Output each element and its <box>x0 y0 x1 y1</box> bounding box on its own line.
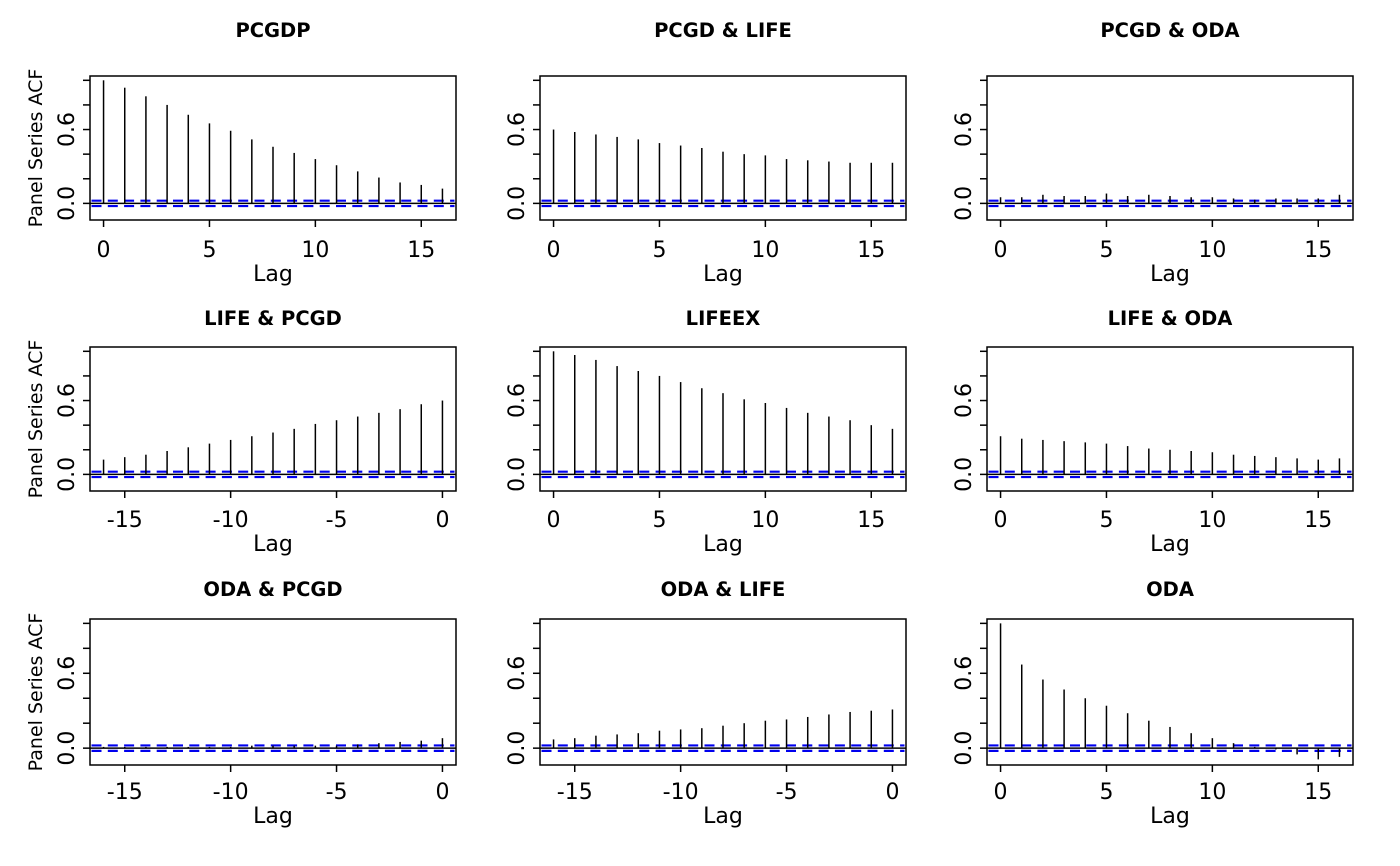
x-tick-label: 15 <box>407 238 435 263</box>
plot-frame <box>986 618 1354 766</box>
y-tick-label: 0.6 <box>505 112 530 147</box>
y-tick-label: 0.6 <box>505 656 530 691</box>
y-tick-label: 0.0 <box>55 186 80 221</box>
y-tick-label: 0.6 <box>952 656 977 691</box>
x-tick-label: 10 <box>1198 508 1226 533</box>
panel-title: PCGD & LIFE <box>654 19 792 42</box>
y-tick-label: 0.6 <box>55 656 80 691</box>
x-tick-label: 15 <box>1304 238 1332 263</box>
x-tick-label: 0 <box>885 780 899 805</box>
y-tick-label: 0.6 <box>952 383 977 418</box>
y-tick-label: 0.0 <box>952 457 977 492</box>
plot-frame <box>986 346 1354 492</box>
y-tick-label: 0.0 <box>55 457 80 492</box>
x-tick-label: 0 <box>994 238 1008 263</box>
x-tick-label: 15 <box>1304 508 1332 533</box>
x-tick-label: -15 <box>107 780 143 805</box>
x-tick-label: 0 <box>435 508 449 533</box>
plot-frame <box>539 75 907 221</box>
x-tick-label: 15 <box>1304 780 1332 805</box>
plot-frame <box>89 618 457 766</box>
y-tick-label: 0.0 <box>505 457 530 492</box>
panel-title: LIFEEX <box>686 307 761 330</box>
x-tick-label: 5 <box>652 508 666 533</box>
y-axis-label: Panel Series ACF <box>25 613 47 772</box>
x-axis-label: Lag <box>703 804 743 829</box>
x-tick-label: 15 <box>857 238 885 263</box>
y-tick-label: 0.6 <box>505 383 530 418</box>
x-tick-label: 10 <box>751 238 779 263</box>
x-tick-label: 5 <box>1099 508 1113 533</box>
panel-title: PCGD & ODA <box>1100 19 1239 42</box>
x-tick-label: 0 <box>994 508 1008 533</box>
y-axis-label: Panel Series ACF <box>25 69 47 228</box>
plot-frame <box>89 346 457 492</box>
y-tick-label: 0.6 <box>55 383 80 418</box>
panel-title: LIFE & PCGD <box>204 307 342 330</box>
x-tick-label: 10 <box>301 238 329 263</box>
panel-title: ODA <box>1146 578 1194 601</box>
x-tick-label: 0 <box>994 780 1008 805</box>
x-tick-label: -15 <box>557 780 593 805</box>
y-tick-label: 0.0 <box>952 186 977 221</box>
acf-panel-pcgd-oda: PCGD & ODA 0.0 0.6 0 5 10 15 Lag <box>952 19 1354 287</box>
acf-panel-lifeex: LIFEEX 0.0 0.6 0 5 10 15 Lag <box>505 307 907 557</box>
x-tick-label: -15 <box>107 508 143 533</box>
plot-frame <box>89 75 457 221</box>
x-tick-label: -5 <box>776 780 798 805</box>
x-axis-label: Lag <box>1150 262 1190 287</box>
x-tick-label: 15 <box>857 508 885 533</box>
panel-title: LIFE & ODA <box>1108 307 1233 330</box>
x-tick-label: 5 <box>1099 238 1113 263</box>
x-tick-label: -5 <box>326 508 348 533</box>
x-tick-label: 10 <box>1198 238 1226 263</box>
x-tick-label: 5 <box>202 238 216 263</box>
panel-title: PCGDP <box>235 19 310 42</box>
acf-panel-oda: ODA 0.0 0.6 0 5 10 15 Lag <box>952 578 1354 829</box>
x-axis-label: Lag <box>1150 532 1190 557</box>
x-tick-label: -5 <box>326 780 348 805</box>
x-axis-label: Lag <box>1150 804 1190 829</box>
y-tick-label: 0.0 <box>55 731 80 766</box>
panel-title: ODA & PCGD <box>203 578 342 601</box>
x-tick-label: 0 <box>97 238 111 263</box>
y-tick-label: 0.6 <box>55 112 80 147</box>
y-tick-label: 0.0 <box>952 731 977 766</box>
x-tick-label: 5 <box>652 238 666 263</box>
panel-title: ODA & LIFE <box>661 578 786 601</box>
y-axis-label: Panel Series ACF <box>25 340 47 499</box>
plot-frame <box>539 618 907 766</box>
x-axis-label: Lag <box>703 262 743 287</box>
x-tick-label: 5 <box>1099 780 1113 805</box>
y-tick-label: 0.0 <box>505 731 530 766</box>
x-tick-label: 0 <box>547 508 561 533</box>
x-tick-label: 10 <box>751 508 779 533</box>
acf-panel-pcgd-life: PCGD & LIFE 0.0 0.6 0 5 10 15 Lag <box>505 19 907 287</box>
acf-panel-oda-pcgd: ODA & PCGD 0.0 0.6 -15 -10 -5 0 Lag Panel Series… <box>25 578 457 829</box>
x-axis-label: Lag <box>253 532 293 557</box>
x-tick-label: 0 <box>435 780 449 805</box>
x-axis-label: Lag <box>253 262 293 287</box>
y-tick-label: 0.0 <box>505 186 530 221</box>
x-tick-label: -10 <box>663 780 699 805</box>
x-axis-label: Lag <box>253 804 293 829</box>
x-axis-label: Lag <box>703 532 743 557</box>
plot-frame <box>539 346 907 492</box>
acf-panel-oda-life: ODA & LIFE 0.0 0.6 -15 -10 -5 0 Lag <box>505 578 907 829</box>
y-tick-label: 0.6 <box>952 112 977 147</box>
acf-panel-pcgdp: PCGDP 0.0 0.6 0 5 10 15 Lag Panel Series ACF <box>25 19 457 287</box>
x-tick-label: 10 <box>1198 780 1226 805</box>
x-tick-label: -10 <box>213 780 249 805</box>
acf-panel-life-oda: LIFE & ODA 0.0 0.6 0 5 10 15 Lag <box>952 307 1354 557</box>
x-tick-label: 0 <box>547 238 561 263</box>
plot-frame <box>986 75 1354 221</box>
x-tick-label: -10 <box>213 508 249 533</box>
acf-panel-life-pcgd: LIFE & PCGD 0.0 0.6 -15 -10 -5 0 Lag Panel Serie… <box>25 307 457 557</box>
